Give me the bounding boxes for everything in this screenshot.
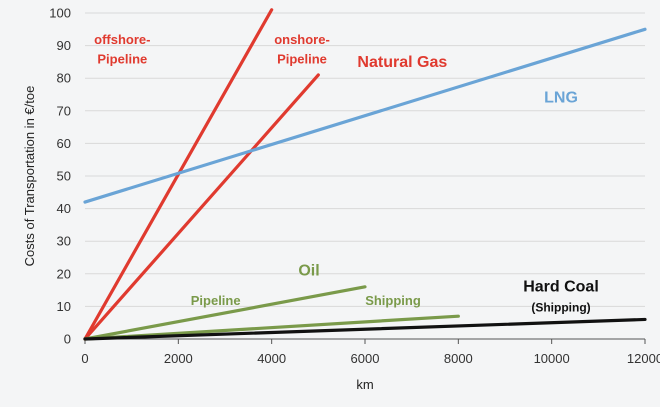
series-line-oil-shipping [83, 314, 460, 341]
y-tick-label: 70 [57, 103, 71, 118]
y-tick-label: 90 [57, 38, 71, 53]
series-lines [83, 8, 647, 341]
annotation-onshore-line1: onshore- [274, 32, 330, 47]
series-line-onshore [83, 73, 320, 341]
annotation-oil-pipeline: Pipeline [191, 293, 241, 308]
y-tick-label: 0 [64, 332, 71, 347]
x-tick-label: 2000 [164, 351, 193, 366]
x-tick-label: 12000 [627, 351, 660, 366]
gridlines [85, 12, 645, 307]
y-tick-label: 10 [57, 299, 71, 314]
annotation-offshore-line1: offshore- [94, 32, 150, 47]
x-axis-title: km [356, 377, 373, 392]
series-line-coal [83, 317, 647, 341]
y-tick-label: 40 [57, 201, 71, 216]
x-axis-ticks: 0 2000 4000 6000 8000 10000 12000 [81, 339, 660, 366]
annotation-hard-coal: Hard Coal [523, 279, 599, 296]
series-line-oil-pipeline [83, 285, 367, 341]
annotation-oil-shipping: Shipping [365, 293, 421, 308]
y-tick-label: 30 [57, 234, 71, 249]
annotation-onshore-line2: Pipeline [277, 52, 327, 67]
y-axis-title: Costs of Transportation in €/toe [22, 86, 37, 267]
annotation-oil: Oil [298, 262, 319, 279]
series-line-lng [83, 27, 647, 204]
x-tick-label: 4000 [257, 351, 286, 366]
y-tick-label: 100 [49, 6, 71, 21]
series-annotations: offshore- Pipeline onshore- Pipeline Natural… [94, 32, 599, 314]
y-tick-label: 50 [57, 169, 71, 184]
y-axis-ticks: 0 10 20 30 40 50 60 70 80 90 100 [49, 6, 71, 347]
y-tick-label: 60 [57, 136, 71, 151]
x-tick-label: 8000 [444, 351, 473, 366]
annotation-natural-gas: Natural Gas [357, 54, 447, 71]
x-tick-label: 6000 [351, 351, 380, 366]
x-tick-label: 10000 [534, 351, 570, 366]
annotation-offshore-line2: Pipeline [97, 52, 147, 67]
annotation-coal-shipping: (Shipping) [531, 300, 590, 314]
y-tick-label: 80 [57, 71, 71, 86]
y-tick-label: 20 [57, 266, 71, 281]
x-tick-label: 0 [81, 351, 88, 366]
annotation-lng: LNG [544, 90, 578, 107]
